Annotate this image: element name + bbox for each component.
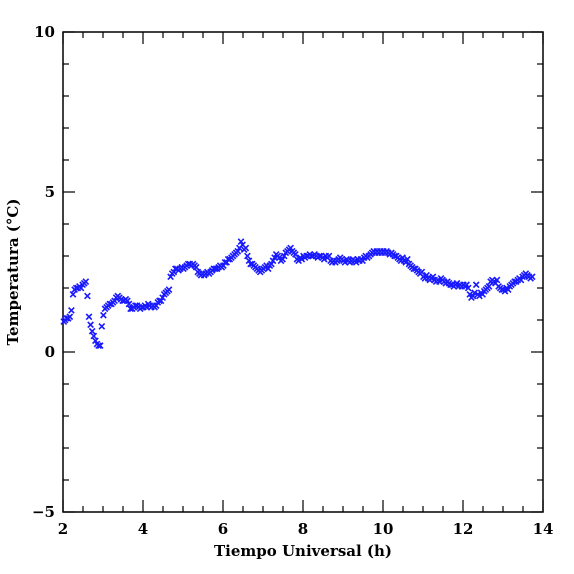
x-tick-label: 8	[298, 520, 308, 538]
data-point	[90, 332, 98, 340]
data-point	[244, 252, 251, 260]
data-point	[100, 311, 107, 319]
tick-labels: 2 4 6 8 10 12 14 −5 0 5 10	[32, 23, 553, 538]
data-point	[485, 283, 493, 290]
data-point	[96, 342, 104, 349]
y-axis-label: Temperatura (°C)	[4, 199, 22, 346]
x-tick-label: 10	[373, 520, 394, 538]
y-tick-label: 10	[34, 23, 55, 41]
data-point	[464, 284, 472, 292]
x-tick-label: 4	[138, 520, 148, 538]
data-point	[325, 252, 333, 260]
data-point	[84, 292, 91, 300]
data-point	[95, 342, 102, 349]
data-point	[404, 255, 411, 263]
y-tick-label: 5	[45, 183, 55, 201]
x-tick-label: 14	[533, 520, 554, 538]
data-point	[88, 327, 96, 335]
data-point	[418, 268, 426, 276]
data-point	[528, 273, 536, 281]
data-point	[192, 263, 200, 271]
data-point	[125, 300, 133, 308]
axis-ticks	[62, 31, 544, 513]
data-point	[68, 307, 75, 314]
x-tick-label: 6	[218, 520, 228, 538]
data-point	[66, 313, 74, 321]
x-tick-label: 2	[58, 520, 68, 538]
y-tick-label: 0	[45, 343, 55, 361]
data-point	[87, 321, 94, 329]
data-point	[82, 278, 90, 285]
x-tick-label: 12	[453, 520, 474, 538]
data-point	[493, 276, 501, 284]
x-axis-label: Tiempo Universal (h)	[214, 542, 392, 560]
data-points	[60, 238, 536, 349]
data-point	[98, 323, 106, 330]
data-point	[165, 286, 173, 293]
data-point	[472, 281, 480, 289]
data-point	[69, 291, 77, 298]
plot-frame	[62, 31, 544, 513]
data-point	[292, 251, 299, 258]
y-tick-label: −5	[32, 503, 55, 521]
data-point	[85, 313, 93, 321]
data-point	[242, 244, 250, 252]
